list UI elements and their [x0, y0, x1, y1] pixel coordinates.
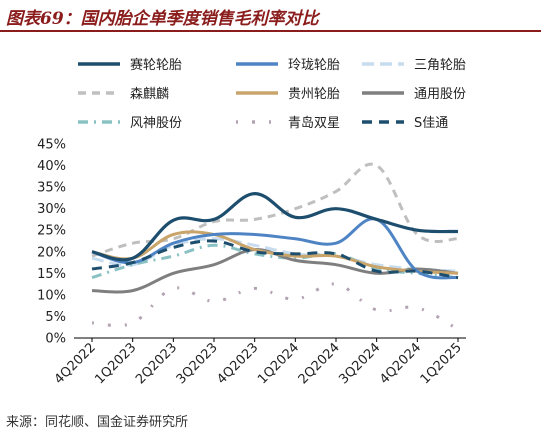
y-axis: 0% 5% 10% 15% 20% 25% 30% 35% 40% 45%: [37, 138, 66, 347]
x-tick-label: 1Q2025: [418, 340, 465, 387]
legend-label-series-2: 玲珑轮胎: [288, 58, 340, 73]
legend-label-series-4: 森麒麟: [130, 86, 169, 102]
legend-label-series-3: 三角轮胎: [414, 58, 466, 73]
y-tick-label: 30%: [37, 202, 66, 217]
x-tick-label: 1Q2023: [92, 340, 139, 387]
y-tick-label: 5%: [45, 310, 66, 325]
x-tick-label: 4Q2022: [52, 340, 99, 387]
legend-label-series-6: 通用股份: [414, 87, 466, 102]
legend-label-series-5: 贵州轮胎: [288, 87, 340, 102]
legend-label-series-8: 青岛双星: [288, 115, 340, 131]
source-note: 来源：同花顺、国金证券研究所: [6, 415, 189, 430]
x-axis: 4Q20221Q20232Q20233Q20234Q20231Q20242Q20…: [52, 337, 466, 387]
chart-title: 图表69：国内胎企单季度销售毛利率对比: [6, 9, 319, 29]
y-tick-label: 0%: [45, 332, 66, 347]
x-tick-label: 2Q2024: [296, 340, 343, 387]
x-tick-label: 3Q2023: [174, 340, 221, 387]
legend-label-series-1: 赛轮轮胎: [130, 57, 182, 73]
title-divider: [0, 30, 541, 32]
line-series-1: [91, 191, 459, 262]
y-tick-label: 20%: [37, 245, 66, 260]
x-tick-label: 1Q2024: [255, 340, 302, 387]
x-tick-label: 2Q2023: [133, 340, 180, 387]
x-tick-label: 3Q2024: [336, 340, 383, 387]
series-lines: [91, 162, 459, 331]
y-tick-label: 45%: [37, 138, 66, 153]
line-series-3: [91, 237, 459, 273]
legend-label-series-9: S佳通: [414, 116, 448, 131]
line-series-4: [91, 162, 459, 258]
y-tick-label: 10%: [37, 288, 66, 303]
y-tick-label: 25%: [37, 224, 66, 239]
y-tick-label: 40%: [37, 159, 66, 174]
y-tick-label: 15%: [37, 267, 66, 282]
line-series-9: [91, 239, 459, 280]
x-tick-label: 4Q2023: [214, 340, 261, 387]
y-tick-label: 35%: [37, 181, 66, 196]
x-tick-label: 4Q2024: [377, 340, 424, 387]
line-series-8: [91, 282, 459, 331]
line-series-2: [91, 217, 459, 280]
legend-label-series-7: 风神股份: [130, 116, 182, 131]
